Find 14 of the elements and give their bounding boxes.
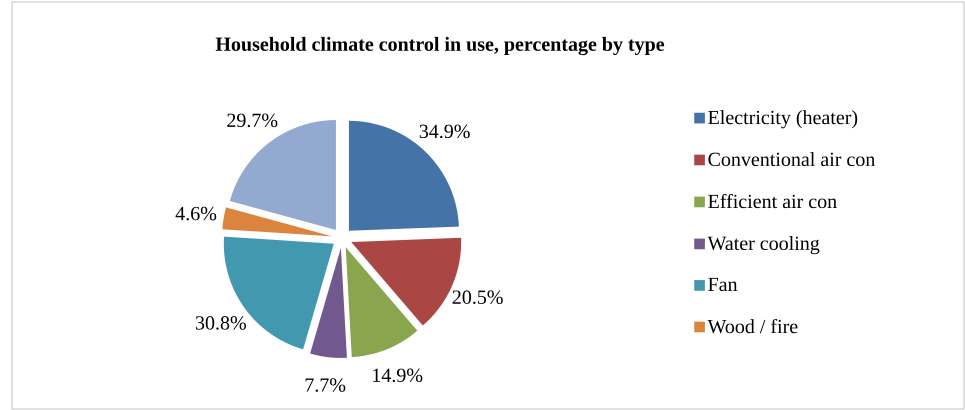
data-label: 20.5% — [452, 290, 503, 304]
legend-label: Water cooling — [708, 236, 820, 254]
chart-title: Household climate control in use, percentage by type — [216, 36, 664, 56]
legend-label: Electricity (heater) — [708, 110, 858, 128]
legend-label: Fan — [708, 278, 738, 292]
data-label: 30.8% — [196, 316, 246, 330]
data-label: 34.9% — [420, 124, 470, 138]
legend-label: Efficient air con — [708, 194, 837, 208]
data-label: 14.9% — [373, 368, 422, 382]
data-label: 4.6% — [176, 206, 216, 220]
data-label: 7.7% — [306, 378, 346, 392]
legend-label: Conventional air con — [708, 152, 876, 166]
data-label: 29.7% — [227, 114, 278, 128]
legend-label: Wood / fire — [708, 318, 798, 334]
